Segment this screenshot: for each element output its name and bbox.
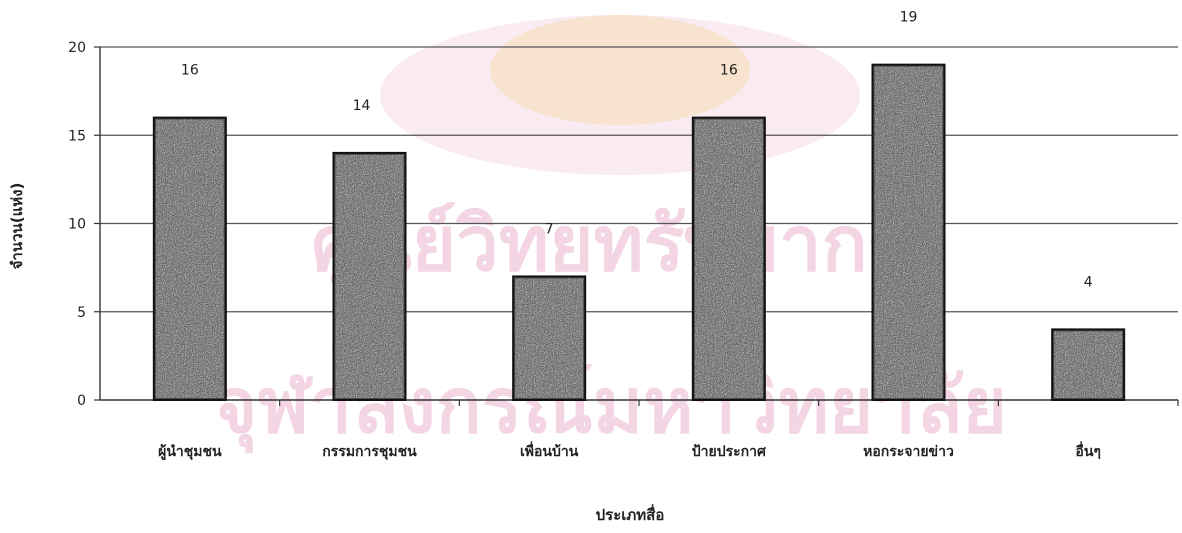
category-label: อื่นๆ [1075,441,1101,460]
data-label: 14 [353,98,371,114]
data-label: 19 [900,10,918,26]
category-label: ผู้นำชุมชน [158,444,222,460]
bar-texture [515,278,584,398]
y-axis-title: จำนวน(แห่ง) [8,183,26,270]
labels: 0 5 10 15 20 16 ผู้นำชุมชน 14 กรรมการชุมชน 7 เพื่อ… [68,10,1101,460]
bar-texture [694,119,763,398]
category-label: หอกระจายข่าว [863,444,954,460]
data-label: 7 [545,221,554,237]
data-label: 16 [720,63,738,79]
y-tick-label: 5 [77,305,86,321]
category-label: เพื่อนบ้าน [520,441,579,460]
y-tick-label: 0 [77,393,86,409]
bar-texture [874,66,943,399]
gridlines [100,46,1178,313]
y-tick-label: 20 [68,40,86,56]
category-label: กรรมการชุมชน [322,444,417,460]
axes [94,46,1179,406]
data-label: 16 [181,63,199,79]
category-label: ป้ายประกาศ [692,444,767,460]
watermark-line-1: ศูนย์วิทยทรัพยากร [311,199,908,291]
bars [152,63,1126,402]
bar-texture [1054,331,1123,398]
x-axis-title: ประเภทสื่อ [596,504,665,524]
y-tick-label: 15 [68,128,86,144]
data-label: 4 [1084,274,1093,290]
y-tick-label: 10 [68,217,86,233]
bar-texture [335,154,404,398]
bar-texture [155,119,224,398]
